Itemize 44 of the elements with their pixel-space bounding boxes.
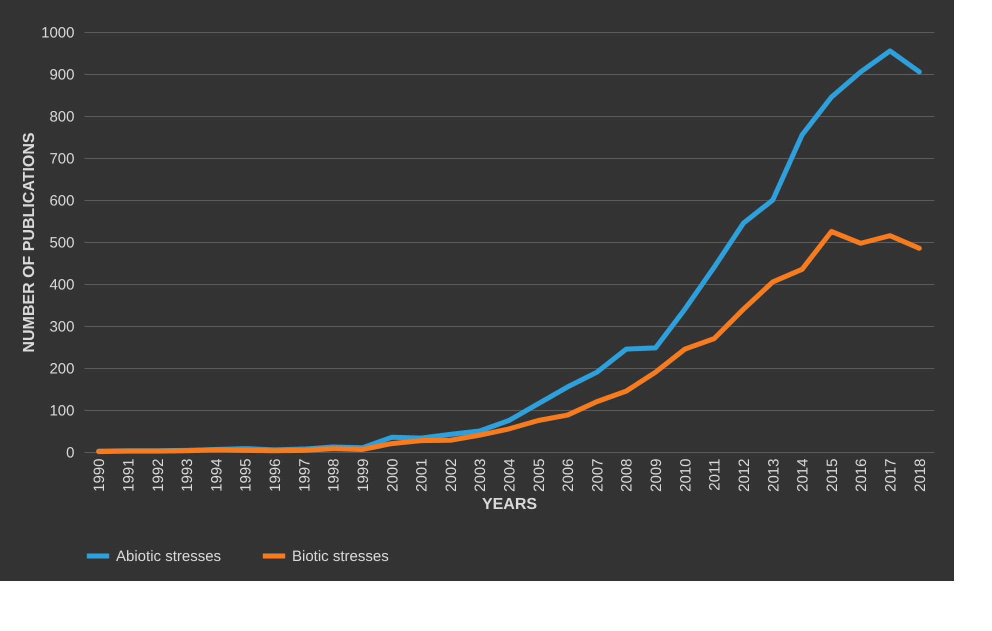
x-tick-label: 1993 (179, 458, 196, 492)
x-tick-label: 1995 (238, 458, 255, 492)
y-tick-label: 300 (49, 318, 74, 336)
x-tick-label: 1990 (91, 458, 108, 492)
x-tick-label: 2016 (853, 458, 870, 492)
y-tick-label: 600 (49, 192, 74, 210)
y-tick-label: 700 (49, 150, 74, 168)
y-tick-label: 100 (49, 402, 74, 420)
x-tick-label: 1997 (296, 458, 314, 492)
x-tick-label: 1996 (267, 458, 284, 492)
x-axis-title: YEARS (482, 496, 538, 513)
x-tick-label: 1998 (326, 458, 343, 492)
y-tick-label: 200 (49, 360, 74, 378)
x-tick-label: 1991 (120, 458, 138, 492)
x-tick-label: 2013 (765, 458, 782, 492)
x-tick-label: 1999 (354, 458, 372, 492)
x-tick-label: 2008 (618, 458, 636, 492)
y-tick-label: 800 (49, 108, 74, 126)
x-tick-label: 2005 (530, 458, 548, 492)
x-tick-label: 2009 (648, 458, 666, 492)
x-tick-label: 2002 (442, 458, 460, 492)
x-tick-label: 1992 (150, 458, 167, 492)
y-tick-label: 500 (49, 234, 74, 252)
x-tick-label: 2014 (794, 458, 812, 492)
y-axis-title: NUMBER OF PUBLICATIONS (21, 132, 38, 353)
x-tick-label: 2017 (882, 458, 900, 492)
x-tick-label: 2003 (472, 458, 490, 492)
x-tick-label: 2018 (912, 458, 929, 492)
y-tick-label: 1000 (41, 24, 74, 42)
x-tick-label: 2000 (384, 458, 402, 492)
y-tick-label: 0 (66, 444, 74, 462)
legend-label: Biotic stresses (292, 548, 389, 565)
x-tick-label: 2006 (560, 458, 578, 492)
x-tick-label: 2001 (414, 458, 431, 492)
y-tick-label: 900 (49, 66, 74, 84)
x-tick-label: 2015 (824, 458, 841, 492)
legend-label: Abiotic stresses (116, 548, 222, 565)
x-tick-label: 2004 (502, 458, 518, 492)
x-tick-label: 1994 (208, 458, 226, 492)
y-tick-label: 400 (49, 276, 74, 294)
x-tick-label: 2010 (677, 458, 694, 492)
x-tick-label: 2011 (706, 458, 724, 491)
x-tick-label: 2007 (589, 458, 606, 492)
x-tick-label: 2012 (736, 458, 753, 492)
